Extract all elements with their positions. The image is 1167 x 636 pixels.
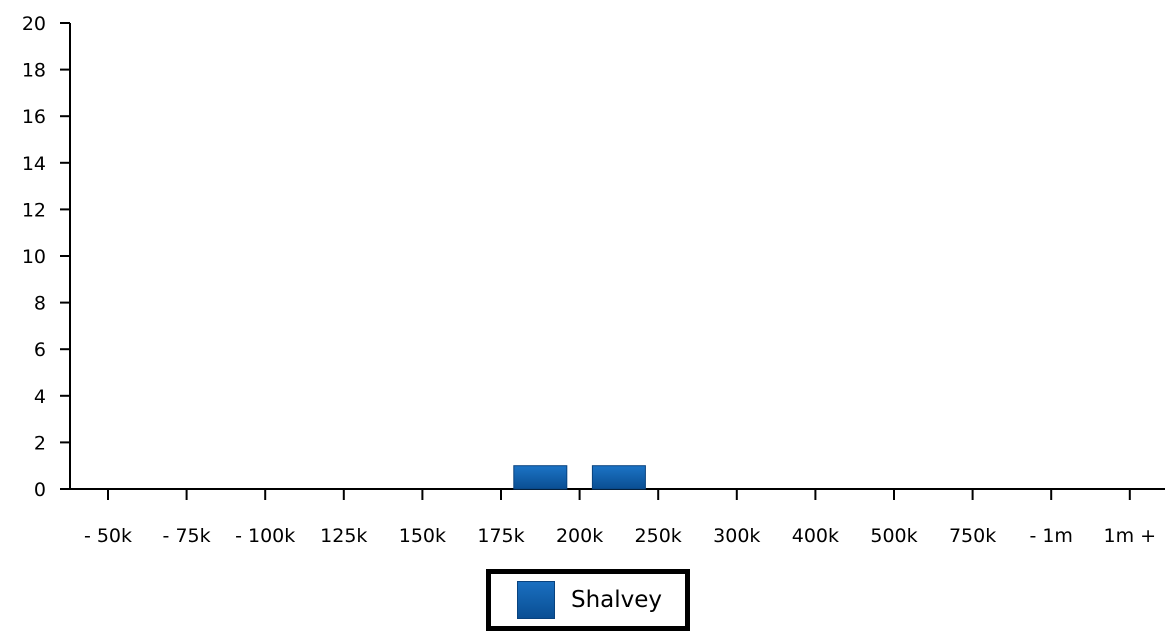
y-tick-label: 18 [22, 60, 46, 82]
x-tick-label: 400k [792, 525, 839, 547]
y-tick-label: 16 [22, 106, 46, 128]
y-tick-label: 10 [22, 246, 46, 268]
y-axis: 0 2 4 6 8 10 12 14 16 18 20 [22, 13, 71, 501]
y-tick-label: 0 [34, 479, 46, 501]
y-tick-label: 6 [34, 339, 46, 361]
legend-swatch-shalvey [517, 581, 555, 619]
x-tick-label: - 50k [84, 525, 132, 547]
bars [513, 465, 646, 490]
y-tick-label: 2 [34, 432, 46, 454]
x-tick-label: 125k [320, 525, 367, 547]
x-tick-label: - 100k [235, 525, 295, 547]
x-tick-label: 175k [477, 525, 524, 547]
legend-label-shalvey: Shalvey [571, 587, 663, 613]
y-tick-label: 12 [22, 199, 46, 221]
bar [591, 465, 646, 490]
x-tick-label: 250k [635, 525, 682, 547]
bar [513, 465, 568, 490]
y-tick-label: 20 [22, 13, 46, 35]
x-tick-label: 150k [399, 525, 446, 547]
y-tick-label: 8 [34, 293, 46, 315]
x-tick-label: 200k [556, 525, 603, 547]
x-tick-label: - 75k [163, 525, 211, 547]
x-tick-label: 500k [870, 525, 917, 547]
y-tick-label: 4 [34, 386, 46, 408]
legend: Shalvey [486, 569, 690, 631]
x-axis: - 50k - 75k - 100k 125k 150k 175k 200k 250k 300k… [70, 488, 1165, 547]
x-tick-label: 750k [949, 525, 996, 547]
x-tick-label: 300k [713, 525, 760, 547]
x-tick-label: 1m + [1104, 525, 1157, 547]
x-tick-label: - 1m [1029, 525, 1073, 547]
y-tick-label: 14 [22, 153, 46, 175]
